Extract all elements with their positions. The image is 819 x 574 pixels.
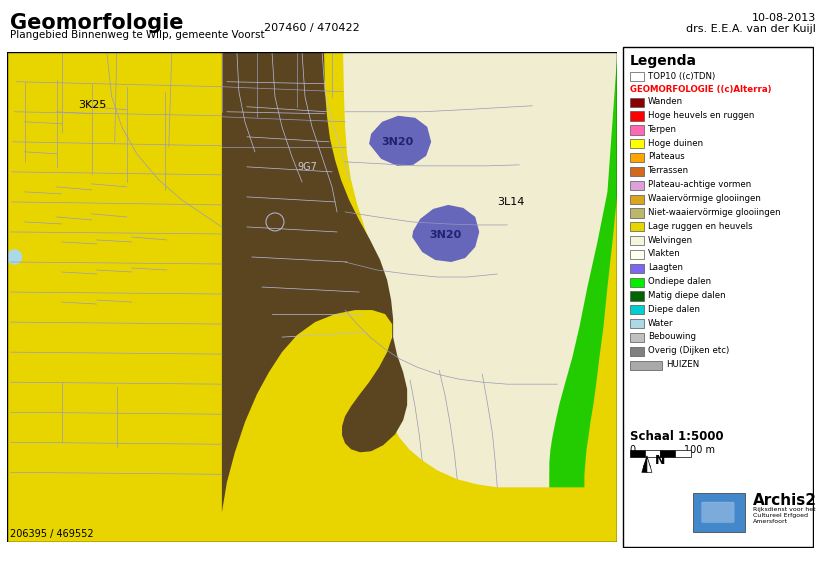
Text: Welvingen: Welvingen — [647, 235, 692, 245]
Text: Water: Water — [647, 319, 672, 328]
Bar — [629, 236, 643, 245]
Text: HUIZEN: HUIZEN — [665, 360, 699, 369]
Bar — [629, 333, 643, 342]
Bar — [629, 208, 643, 218]
Bar — [629, 181, 643, 190]
Text: 3K25: 3K25 — [79, 100, 107, 110]
Polygon shape — [646, 456, 651, 472]
Text: Legenda: Legenda — [629, 54, 696, 68]
Bar — [629, 263, 643, 273]
Text: Schaal 1:5000: Schaal 1:5000 — [629, 430, 722, 443]
Text: Laagten: Laagten — [647, 263, 682, 272]
Bar — [629, 167, 643, 176]
Text: 207460 / 470422: 207460 / 470422 — [264, 23, 359, 33]
Polygon shape — [549, 52, 617, 487]
Text: Plateau-achtige vormen: Plateau-achtige vormen — [647, 180, 750, 189]
Bar — [629, 319, 643, 328]
Text: 10-08-2013: 10-08-2013 — [751, 13, 815, 22]
Text: Terpen: Terpen — [647, 125, 676, 134]
Text: Niet-waaiervörmige glooiingen: Niet-waaiervörmige glooiingen — [647, 208, 780, 217]
Bar — [629, 292, 643, 301]
Text: 3L14: 3L14 — [496, 197, 524, 207]
Text: Vlakten: Vlakten — [647, 249, 680, 258]
Bar — [629, 153, 643, 162]
Text: Geomorfologie: Geomorfologie — [10, 13, 183, 33]
Polygon shape — [342, 52, 617, 487]
Bar — [629, 125, 643, 134]
FancyBboxPatch shape — [622, 47, 812, 547]
Bar — [629, 305, 643, 315]
Text: 9G7: 9G7 — [296, 162, 317, 172]
Text: Archis2: Archis2 — [753, 493, 817, 508]
Bar — [644, 450, 659, 457]
Bar — [675, 450, 690, 457]
Text: 3N20: 3N20 — [428, 230, 461, 240]
Polygon shape — [641, 456, 646, 472]
Bar — [629, 250, 643, 259]
Bar — [629, 450, 644, 457]
Bar — [629, 139, 643, 149]
Text: 0: 0 — [629, 445, 635, 455]
Text: drs. E.E.A. van der Kuijl: drs. E.E.A. van der Kuijl — [686, 24, 815, 34]
Text: Bebouwing: Bebouwing — [647, 332, 695, 342]
Bar — [629, 347, 643, 356]
Bar — [629, 222, 643, 231]
Text: Matig diepe dalen: Matig diepe dalen — [647, 291, 725, 300]
Bar — [629, 111, 643, 121]
Text: 3N20: 3N20 — [381, 137, 413, 147]
Text: Plateaus: Plateaus — [647, 153, 684, 161]
Text: 100 m: 100 m — [684, 445, 714, 455]
Bar — [629, 360, 661, 370]
Text: Wanden: Wanden — [647, 97, 682, 106]
Polygon shape — [222, 52, 407, 542]
Bar — [629, 195, 643, 204]
Polygon shape — [369, 116, 431, 166]
Text: TOP10 ((c)TDN): TOP10 ((c)TDN) — [647, 72, 714, 80]
FancyBboxPatch shape — [701, 502, 733, 522]
Text: Rijksdienst voor het
Cultureel Erfgoed
Amersfoort: Rijksdienst voor het Cultureel Erfgoed A… — [753, 507, 815, 523]
Circle shape — [7, 250, 21, 264]
Text: 206395 / 469552: 206395 / 469552 — [10, 529, 93, 540]
Text: GEOMORFOLOGIE ((c)Alterra): GEOMORFOLOGIE ((c)Alterra) — [629, 86, 770, 94]
Bar — [629, 278, 643, 287]
Text: Diepe dalen: Diepe dalen — [647, 305, 699, 314]
Polygon shape — [412, 205, 478, 262]
Text: Hoge heuvels en ruggen: Hoge heuvels en ruggen — [647, 111, 753, 120]
Text: Overig (Dijken etc): Overig (Dijken etc) — [647, 346, 728, 355]
Text: Plangebied Binnenweg te Wilp, gemeente Voorst: Plangebied Binnenweg te Wilp, gemeente V… — [10, 30, 265, 40]
Text: Hoge duinen: Hoge duinen — [647, 139, 702, 148]
Text: Lage ruggen en heuvels: Lage ruggen en heuvels — [647, 222, 752, 231]
Text: N: N — [654, 454, 664, 467]
Polygon shape — [7, 52, 617, 542]
Text: Terrassen: Terrassen — [647, 166, 688, 175]
Bar — [692, 493, 744, 532]
Bar — [629, 98, 643, 107]
Bar — [659, 450, 675, 457]
Bar — [699, 501, 735, 523]
Text: Waaiervörmige glooiingen: Waaiervörmige glooiingen — [647, 194, 760, 203]
Bar — [629, 72, 643, 82]
Text: Ondiepe dalen: Ondiepe dalen — [647, 277, 710, 286]
